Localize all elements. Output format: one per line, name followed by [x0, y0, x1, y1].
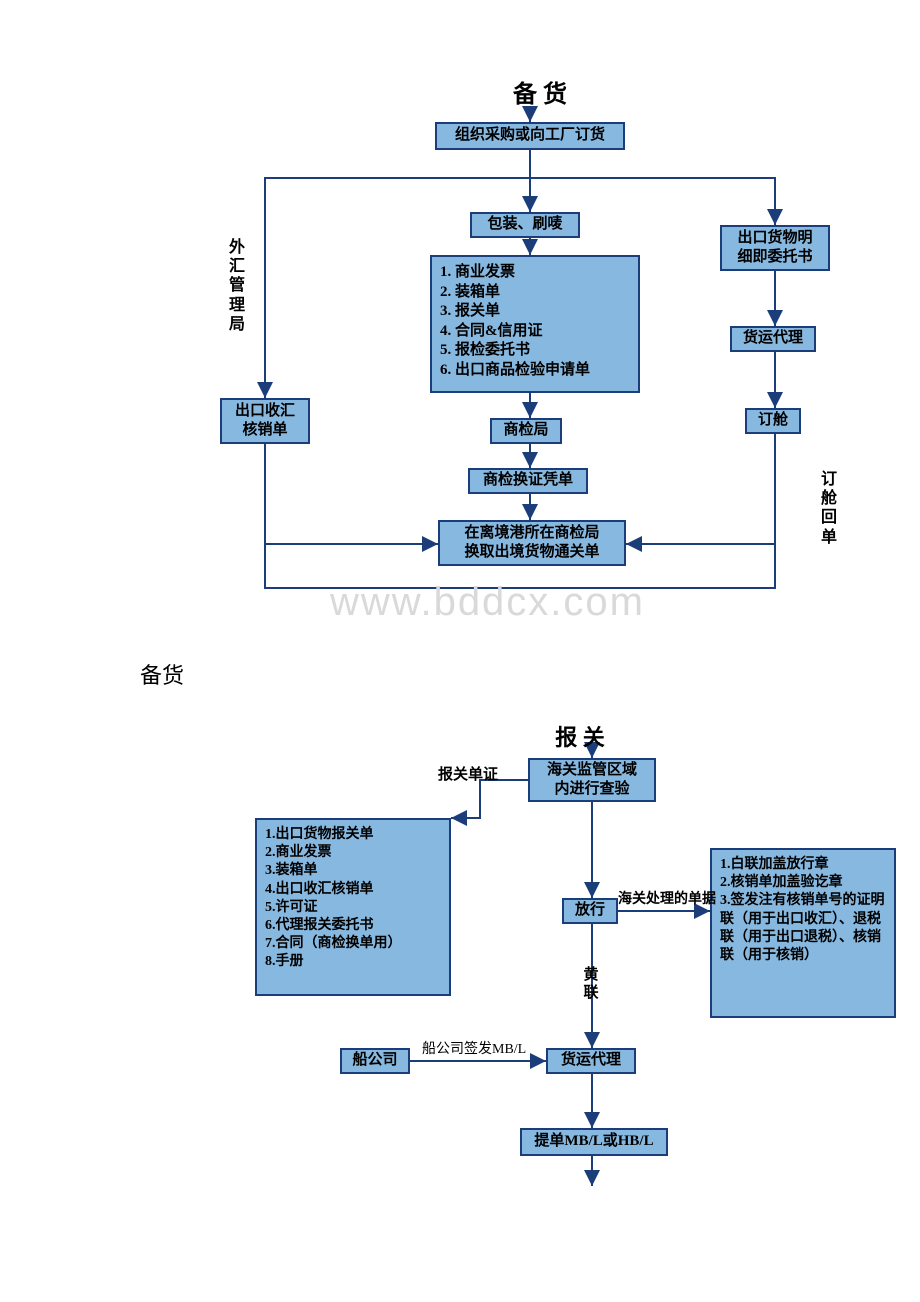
label-booking-receipt: 订舱回单	[820, 470, 838, 547]
label-customs-docs: 海关处理的单据	[618, 888, 716, 908]
node-docs3: 1.白联加盖放行章 2.核销单加盖验讫章 3.签发注有核销单号的证明联（用于出口…	[710, 848, 896, 1018]
docs2-item: 4.出口收汇核销单	[265, 881, 441, 899]
docs1-item: 3. 报关单	[440, 302, 630, 322]
node-customs-clearance: 在离境港所在商检局 换取出境货物通关单	[438, 520, 626, 566]
node-exchange-cert: 商检换证凭单	[468, 468, 588, 494]
node-bill-of-lading: 提单MB/L或HB/L	[520, 1128, 668, 1156]
docs2-item: 8.手册	[265, 953, 441, 971]
docs1-item: 5. 报检委托书	[440, 341, 630, 361]
node-packaging: 包装、刷唛	[470, 212, 580, 238]
docs1-item: 2. 装箱单	[440, 283, 630, 303]
node-customs-zone: 海关监管区域 内进行查验	[528, 758, 656, 802]
label-declaration-docs: 报关单证	[438, 763, 498, 784]
node-docs1: 1. 商业发票 2. 装箱单 3. 报关单 4. 合同&信用证 5. 报检委托书…	[430, 255, 640, 393]
docs3-item: 3.签发注有核销单号的证明联（用于出口收汇）、退税联（用于出口退税）、核销联（用…	[720, 892, 886, 965]
docs1-item: 4. 合同&信用证	[440, 322, 630, 342]
docs1-item: 1. 商业发票	[440, 263, 630, 283]
node-freight-forwarder2: 货运代理	[546, 1048, 636, 1074]
diagram1-title: 备 货	[160, 74, 920, 109]
node-booking: 订舱	[745, 408, 801, 434]
docs2-item: 6.代理报关委托书	[265, 917, 441, 935]
caption-beihuo: 备货	[0, 640, 920, 708]
docs3-item: 2.核销单加盖验讫章	[720, 874, 886, 892]
watermark: www.bddcx.com	[330, 580, 645, 625]
node-release: 放行	[562, 898, 618, 924]
node-export-verification: 出口收汇 核销单	[220, 398, 310, 444]
node-freight-forwarder: 货运代理	[730, 326, 816, 352]
docs2-item: 3.装箱单	[265, 862, 441, 880]
docs2-item: 5.许可证	[265, 899, 441, 917]
label-yellow-copy: 黄 联	[582, 966, 600, 1002]
diagram2-title: 报 关	[220, 720, 920, 752]
node-docs2: 1.出口货物报关单 2.商业发票 3.装箱单 4.出口收汇核销单 5.许可证 6…	[255, 818, 451, 996]
docs2-item: 1.出口货物报关单	[265, 826, 441, 844]
page: 备 货 组织采购或向工厂订货 包装、刷唛 1. 商业发票 2. 装箱单 3. 报…	[0, 60, 920, 1208]
diagram-beihuo: 备 货 组织采购或向工厂订货 包装、刷唛 1. 商业发票 2. 装箱单 3. 报…	[160, 60, 920, 640]
docs2-item: 7.合同（商检换单用）	[265, 935, 441, 953]
docs1-item: 6. 出口商品检验申请单	[440, 361, 630, 381]
node-shipping-company: 船公司	[340, 1048, 410, 1074]
label-forex-bureau: 外汇管理局	[228, 238, 246, 334]
node-export-detail: 出口货物明 细即委托书	[720, 225, 830, 271]
label-issue-mbl: 船公司签发MB/L	[422, 1038, 526, 1058]
diagram-baoguan: 报 关 海关监管区域 内进行查验 1.出口货物报关单 2.商业发票 3.装箱单 …	[220, 708, 920, 1208]
node-purchase: 组织采购或向工厂订货	[435, 122, 625, 150]
docs3-item: 1.白联加盖放行章	[720, 856, 886, 874]
node-inspection-bureau: 商检局	[490, 418, 562, 444]
docs2-item: 2.商业发票	[265, 844, 441, 862]
